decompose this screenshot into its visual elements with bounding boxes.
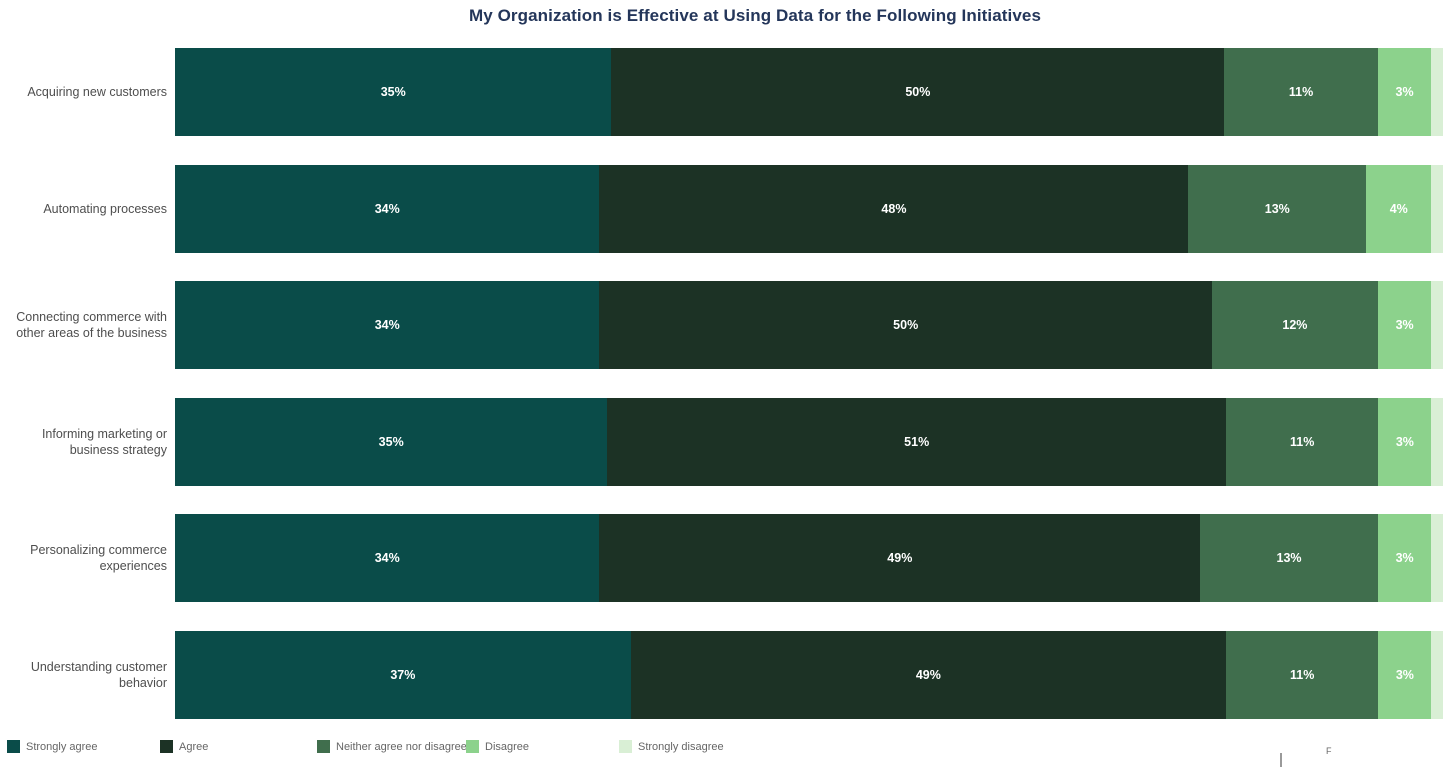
legend-swatch-icon [160,740,173,753]
legend-label: Strongly disagree [638,740,724,753]
category-label: Personalizing commerce experiences [30,543,167,574]
chart-legend: Strongly agree Agree Neither agree nor d… [0,740,1456,756]
bar-value-label: 3% [1395,434,1414,449]
category-label: Automating processes [43,201,167,216]
bar-segment-strongly_disagree[interactable] [1431,164,1444,253]
bar-value-label: 35% [380,85,406,99]
category-label: Informing marketing or business strategy [41,426,167,457]
bar-segment-strongly_agree[interactable]: 35% [175,397,608,486]
bar-segment-strongly_agree[interactable]: 37% [175,631,631,719]
bar-value-label: 37% [390,668,416,682]
legend-label: Strongly agree [26,740,98,753]
bar-segment-agree[interactable]: 50% [599,281,1212,370]
bar-segment-agree[interactable]: 49% [630,631,1226,719]
legend-swatch-icon [7,740,20,753]
legend-label: Neither agree nor disagree [336,740,467,753]
stacked-bar: 35% 50% 11% 3% [175,48,1444,136]
bar-row: Acquiring new customers 35% 50% 11% 3% [0,48,1444,136]
bar-segment-neither[interactable]: 12% [1211,281,1378,370]
bar-value-label: 11% [1290,668,1315,682]
cursor-artifact-tick [1280,753,1282,767]
bar-segment-neither[interactable]: 11% [1224,48,1378,136]
bar-value-label: 34% [374,551,400,566]
legend-label: Disagree [485,740,530,753]
bar-segment-strongly_disagree[interactable] [1431,48,1444,136]
legend-swatch-icon [619,740,632,753]
bar-segment-strongly_disagree[interactable] [1431,631,1444,719]
bar-value-label: 34% [374,318,400,333]
bar-value-label: 34% [374,201,400,216]
legend-item-neither[interactable]: Neither agree nor disagree [317,740,467,753]
bar-row: Informing marketing or business strategy… [0,397,1444,486]
bar-segment-strongly_agree[interactable]: 34% [175,281,600,370]
bar-segment-neither[interactable]: 13% [1188,164,1367,253]
legend-item-strongly_agree[interactable]: Strongly agree [7,740,98,753]
stacked-bar: 34% 48% 13% 4% [175,164,1444,253]
legend-swatch-icon [317,740,330,753]
category-label: Acquiring new customers [27,85,167,99]
bar-row: Understanding customer behavior 37% 49% 11… [0,631,1444,719]
bar-segment-agree[interactable]: 51% [607,397,1226,486]
bar-value-label: 13% [1276,551,1302,566]
legend-item-strongly_disagree[interactable]: Strongly disagree [619,740,724,753]
legend-label: Agree [179,740,209,753]
stacked-bar: 34% 50% 12% 3% [175,281,1444,370]
bar-value-label: 35% [378,434,404,449]
legend-swatch-icon [466,740,479,753]
bar-value-label: 3% [1395,668,1414,682]
bar-value-label: 48% [881,201,907,216]
bar-segment-strongly_agree[interactable]: 35% [175,48,612,136]
bar-value-label: 11% [1290,434,1315,449]
stacked-bar: 37% 49% 11% 3% [175,631,1444,719]
bar-row: Personalizing commerce experiences 34% 49… [0,514,1444,603]
bar-row: Automating processes 34% 48% 13% 4% [0,164,1444,253]
legend-item-disagree[interactable]: Disagree [466,740,529,753]
bar-segment-disagree[interactable]: 3% [1378,631,1432,719]
bar-value-label: 50% [905,85,931,99]
bar-segment-disagree[interactable]: 4% [1366,164,1432,253]
bar-segment-neither[interactable]: 13% [1200,514,1378,603]
bar-value-label: 12% [1282,318,1308,333]
bar-segment-disagree[interactable]: 3% [1378,397,1432,486]
bar-value-label: 4% [1389,201,1408,216]
bar-segment-strongly_disagree[interactable] [1431,514,1444,603]
bar-value-label: 13% [1264,201,1290,216]
stacked-bar: 34% 49% 13% 3% [175,514,1444,603]
bar-segment-agree[interactable]: 50% [611,48,1225,136]
bar-segment-agree[interactable]: 49% [599,514,1201,603]
bar-value-label: 11% [1288,85,1314,99]
bar-segment-strongly_disagree[interactable] [1431,397,1444,486]
bar-row: Connecting commerce with other areas of … [0,281,1444,370]
bar-segment-disagree[interactable]: 3% [1377,281,1432,370]
bar-segment-neither[interactable]: 11% [1226,397,1379,486]
bar-segment-neither[interactable]: 11% [1226,631,1379,719]
stacked-bar: 35% 51% 11% 3% [175,397,1444,486]
bar-segment-disagree[interactable]: 3% [1377,48,1432,136]
bar-value-label: 51% [904,434,930,449]
bar-value-label: 3% [1395,318,1414,333]
clipped-text-artifact: F [1326,746,1332,756]
category-label: Understanding customer behavior [30,660,167,690]
bar-segment-agree[interactable]: 48% [599,164,1189,253]
bar-value-label: 50% [893,318,919,333]
category-label: Connecting commerce with other areas of … [16,310,167,341]
chart-title: My Organization is Effective at Using Da… [468,6,1042,25]
bar-value-label: 3% [1395,551,1414,566]
bar-value-label: 49% [915,668,941,682]
bar-value-label: 49% [887,551,913,566]
bar-segment-disagree[interactable]: 3% [1377,514,1432,603]
legend-item-agree[interactable]: Agree [160,740,208,753]
bar-segment-strongly_agree[interactable]: 34% [175,514,600,603]
bar-value-label: 3% [1395,85,1414,99]
bar-segment-strongly_agree[interactable]: 34% [175,164,600,253]
bar-segment-strongly_disagree[interactable] [1431,281,1444,370]
